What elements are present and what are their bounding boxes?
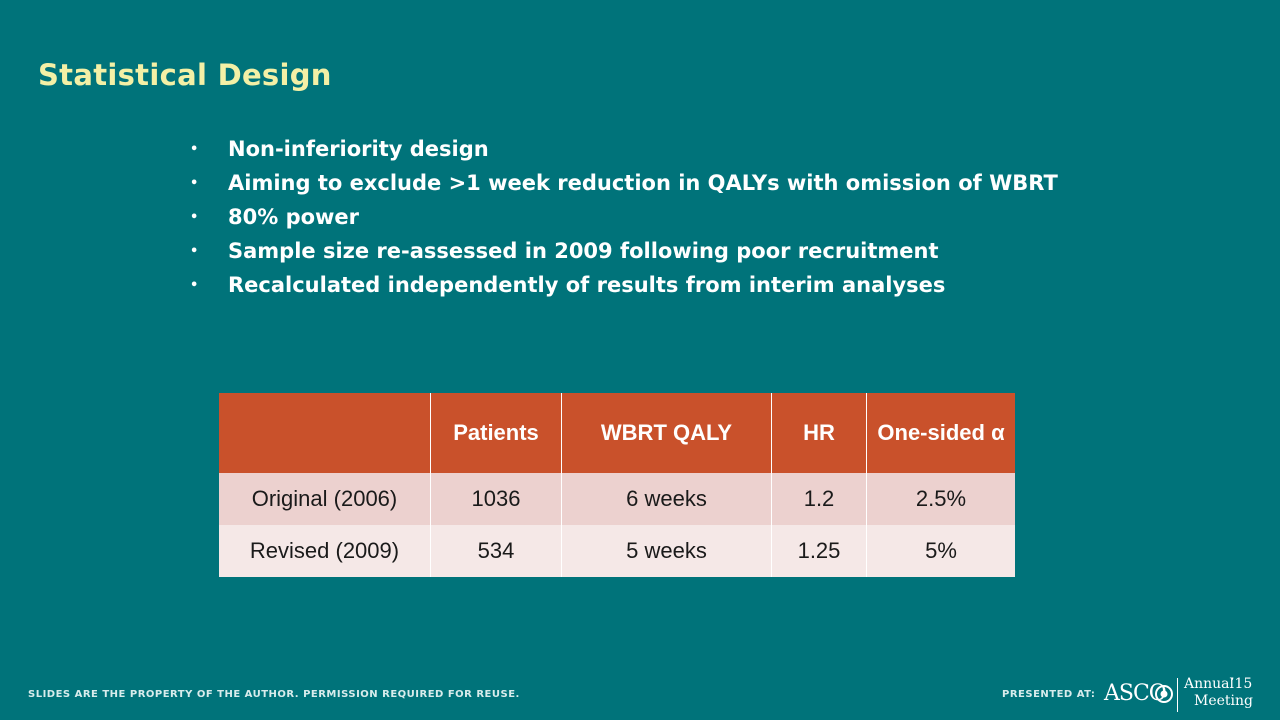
- logo-meeting-text: Meeting: [1194, 693, 1253, 709]
- slide-title: Statistical Design: [38, 58, 332, 92]
- table-header-row: Patients WBRT QALY HR One-sided α: [219, 393, 1015, 473]
- bullet-icon: •: [190, 278, 199, 293]
- bullet-item: • Sample size re-assessed in 2009 followi…: [190, 239, 939, 263]
- bullet-icon: •: [190, 210, 199, 225]
- header-cell-wbrt-qaly: WBRT QALY: [561, 393, 772, 473]
- alpha-cell: 5%: [925, 538, 957, 563]
- logo-annual-text: Annual: [1184, 676, 1234, 692]
- row-label: Revised (2009): [219, 525, 431, 577]
- bullet-list: • Non-inferiority design • Aiming to exclu…: [190, 136, 1070, 306]
- header-cell-hr: HR: [771, 393, 867, 473]
- bullet-icon: •: [190, 244, 199, 259]
- wbrt-qaly-cell: 6 weeks: [561, 473, 772, 525]
- header-cell-blank: [219, 393, 431, 473]
- presented-at-label: PRESENTED AT:: [1002, 689, 1096, 700]
- bullet-item: • Non-inferiority design: [190, 137, 489, 161]
- copyright-disclaimer: SLIDES ARE THE PROPERTY OF THE AUTHOR. P…: [28, 689, 520, 700]
- table-row: Revised (2009) 534 5 weeks 1.25 5%: [219, 525, 1015, 577]
- bullet-item: • Recalculated independently of results f…: [190, 273, 946, 297]
- statistical-design-table: Patients WBRT QALY HR One-sided α Origin…: [219, 393, 1015, 577]
- row-label: Original (2006): [219, 473, 431, 525]
- bullet-icon: •: [190, 142, 199, 157]
- asco-flame-icon: [1155, 685, 1173, 703]
- header-cell-one-sided-alpha: One-sided α: [877, 420, 1005, 445]
- bullet-item: • Aiming to exclude >1 week reduction in …: [190, 171, 1058, 195]
- asco-annual-meeting-logo: ASCO Annual ’15 Meeting: [1104, 676, 1264, 716]
- wbrt-qaly-cell: 5 weeks: [561, 525, 772, 577]
- table-row: Original (2006) 1036 6 weeks 1.2 2.5%: [219, 473, 1015, 525]
- header-cell-patients: Patients: [430, 393, 562, 473]
- alpha-cell: 2.5%: [915, 486, 967, 511]
- patients-cell: 534: [430, 525, 562, 577]
- bullet-item: • 80% power: [190, 205, 360, 229]
- hr-cell: 1.2: [771, 473, 867, 525]
- logo-year-text: ’15: [1230, 676, 1253, 692]
- hr-cell: 1.25: [771, 525, 867, 577]
- patients-cell: 1036: [430, 473, 562, 525]
- logo-divider: [1177, 678, 1178, 712]
- bullet-icon: •: [190, 176, 199, 191]
